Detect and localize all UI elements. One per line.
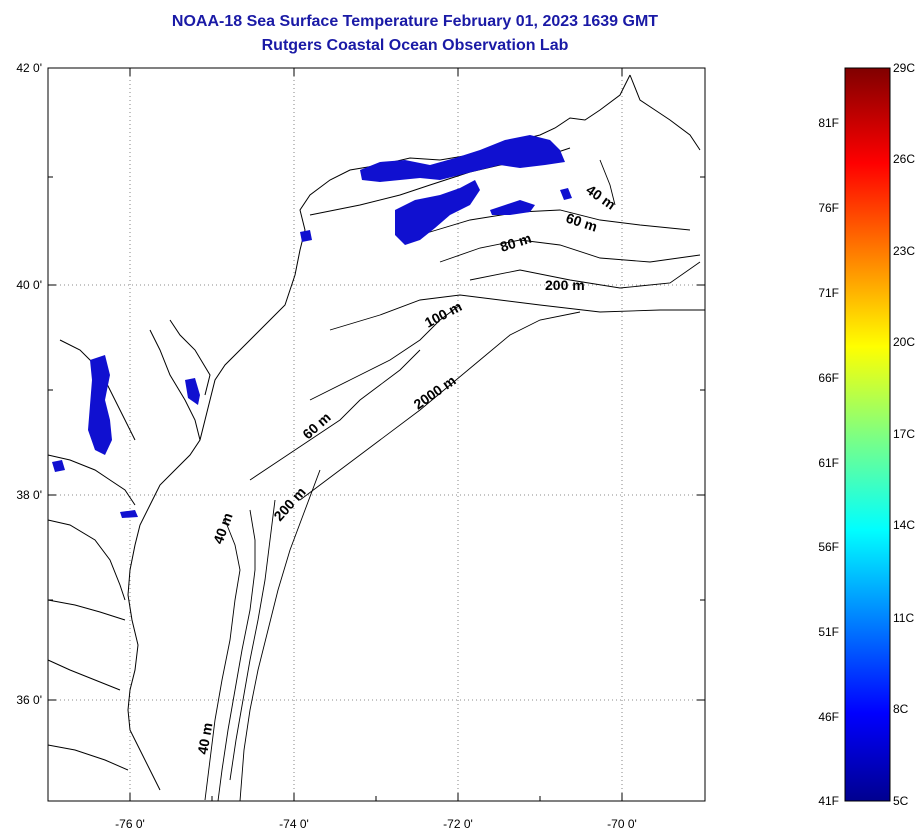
sst-patch-potomac [52,460,65,472]
colorbar [844,67,891,802]
cb-f-61: 61F [818,456,839,470]
contour-60m-north [419,209,691,236]
contour-100m [329,294,705,331]
cb-c-11: 11C [893,611,914,625]
cb-c-29: 29C [893,61,915,75]
cb-c-8: 8C [893,702,909,716]
cb-f-71: 71F [818,286,839,300]
grid-lines [48,68,705,801]
lon-label-70: -70 0' [607,817,637,831]
lon-label-72: -72 0' [443,817,473,831]
map-subtitle: Rutgers Coastal Ocean Observation Lab [261,37,569,54]
cb-c-26: 26C [893,152,915,166]
cb-c-17: 17C [893,427,915,441]
lat-label-36: 36 0' [16,693,42,707]
colorbar-celsius-labels: 29C 26C 23C 20C 17C 14C 11C 8C 5C [893,61,915,808]
contour-40m-north [599,159,616,206]
map-frame [47,67,706,802]
contour-40m-south [204,519,241,801]
sst-patch-bay-mouth [120,510,138,518]
lat-label-38: 38 0' [16,488,42,502]
cb-c-5: 5C [893,794,909,808]
colorbar-fahrenheit-labels: 81F 76F 71F 66F 61F 56F 51F 46F 41F [818,116,839,808]
map-title: NOAA-18 Sea Surface Temperature February… [171,13,659,30]
cb-f-51: 51F [818,625,839,639]
contour-80m-north [439,239,701,263]
contour-200m-south [229,499,276,781]
contour-60m-mid [309,304,461,401]
sst-patch-coast [300,230,312,242]
contour-label-40m-south: 40 m [194,721,215,755]
contour-2000m-south [239,469,321,802]
sst-patches [52,135,572,518]
contour-200m-north [469,261,701,289]
cb-f-81: 81F [818,116,839,130]
contour-2000m [299,311,581,501]
cb-f-46: 46F [818,710,839,724]
sst-patch-small [560,188,572,200]
sst-patch-long-island-sound [360,135,565,182]
cb-c-23: 23C [893,244,915,258]
cb-f-76: 76F [818,201,839,215]
sst-patch-ny-bight [395,180,480,245]
cb-f-41: 41F [818,794,839,808]
contour-60m-south [217,509,256,802]
cb-f-56: 56F [818,540,839,554]
cb-c-20: 20C [893,335,915,349]
lon-label-76: -76 0' [115,817,145,831]
sst-patch-delaware [185,378,200,405]
cb-f-66: 66F [818,371,839,385]
cb-c-14: 14C [893,518,915,532]
latitude-labels: 42 0' 40 0' 38 0' 36 0' [16,61,42,707]
lon-label-74: -74 0' [279,817,309,831]
contour-label-200m-north: 200 m [545,277,585,293]
bathymetry-contours [204,159,705,802]
lat-label-40: 40 0' [16,278,42,292]
longitude-labels: -76 0' -74 0' -72 0' -70 0' [115,817,637,831]
contour-200m-mid [249,349,421,481]
sst-patch-chesapeake [88,355,112,455]
sst-patch-shelf [490,200,535,215]
tick-marks [48,67,705,801]
lat-label-42: 42 0' [16,61,42,75]
